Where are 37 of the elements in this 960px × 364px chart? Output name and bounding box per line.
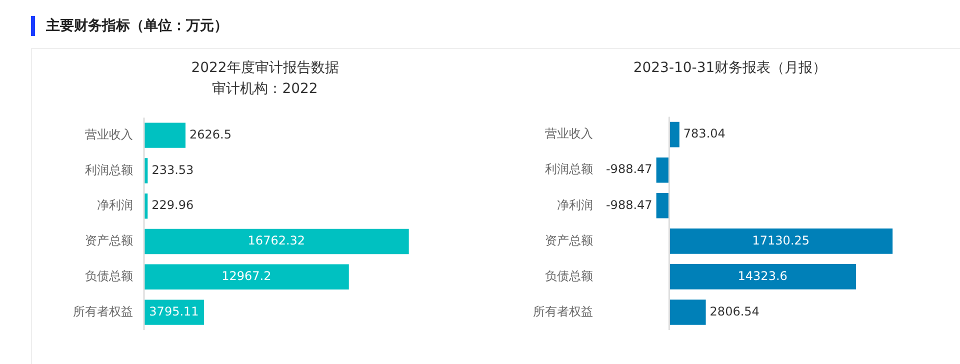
data-label: 14323.6 [738,268,788,283]
y-tick-label: 所有者权益 [73,304,133,318]
data-label: -988.47 [606,162,652,176]
data-label: 2806.54 [710,304,760,318]
bar [656,192,670,218]
y-tick-label: 资产总额 [85,234,133,248]
data-label: 17130.25 [752,233,810,248]
chart-subtitle: 审计机构：2022 [212,80,318,97]
chart-title: 2023-10-31财务报表（月报） [633,60,827,76]
bar [656,157,670,183]
data-label: -988.47 [606,198,652,212]
y-tick-label: 利润总额 [545,162,593,176]
y-tick-label: 资产总额 [545,233,593,248]
bar [144,264,349,290]
y-tick-label: 净利润 [557,198,593,212]
y-tick-label: 营业收入 [545,126,593,141]
chart-title: 2022年度审计报告数据 [191,60,339,76]
y-tick-label: 所有者权益 [533,304,593,318]
data-label: 783.04 [683,126,726,141]
bar [669,264,856,290]
data-label: 12967.2 [222,269,272,284]
data-label: 3795.11 [149,304,199,318]
data-label: 229.96 [152,198,194,212]
y-tick-label: 负债总额 [85,269,133,284]
y-tick-label: 营业收入 [85,127,133,142]
text: 主要财务指标（单位：万元） [46,17,228,35]
y-tick-label: 净利润 [97,198,133,212]
bar [669,300,706,325]
bar [669,122,680,148]
data-label: 2626.5 [190,127,232,142]
bar [144,122,186,148]
data-label: 16762.32 [248,234,306,248]
data-label: 233.53 [152,162,194,177]
bar [669,228,893,254]
bar [144,228,409,254]
y-tick-label: 负债总额 [545,268,593,283]
y-tick-label: 利润总额 [85,162,133,177]
